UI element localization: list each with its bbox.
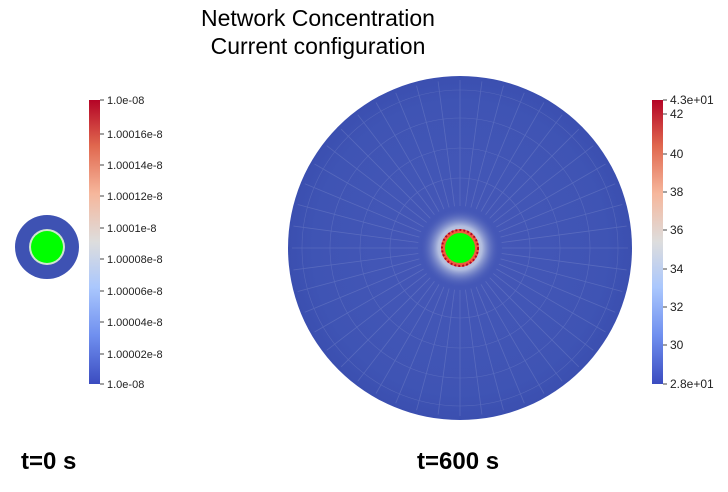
mesh-line <box>437 81 455 207</box>
mesh-line <box>314 268 424 333</box>
colorbar-tick-label: 1.00008e-8 <box>107 254 163 266</box>
mesh-line <box>496 163 606 228</box>
mesh-line <box>416 85 450 208</box>
figure-title: Network Concentration Current configurat… <box>0 4 636 60</box>
colorbar-tick-label: 34 <box>670 262 684 276</box>
mesh-line <box>480 284 545 394</box>
right-inclusion-ring-dots <box>441 229 479 267</box>
mesh-ring <box>301 89 619 407</box>
mesh-line <box>437 289 455 415</box>
colorbar-max-label: 4.3e+01 <box>670 93 714 107</box>
mesh-line <box>496 268 606 333</box>
left-colorbar-gradient <box>89 100 100 384</box>
mesh-line <box>470 288 504 411</box>
mesh-line <box>395 286 445 404</box>
mesh-line <box>304 263 422 313</box>
colorbar-tick-label: 1.00002e-8 <box>107 349 163 361</box>
colorbar-tick-label: 1.00004e-8 <box>107 317 163 329</box>
mesh-ring <box>359 147 561 349</box>
mesh-ring <box>389 177 531 319</box>
colorbar-tick-label: 1.0001e-8 <box>107 223 157 235</box>
mesh-line <box>493 145 594 223</box>
mesh-line <box>357 281 435 382</box>
mesh-line <box>489 277 580 368</box>
mesh-line <box>326 145 427 223</box>
mesh-line <box>485 114 563 215</box>
colorbar-min-label: 1.0e-08 <box>107 379 144 391</box>
time-label-t600: t=600 s <box>417 448 500 475</box>
mesh-line <box>501 253 627 271</box>
colorbar-tick-label: 40 <box>670 147 684 161</box>
mesh-line <box>465 289 483 415</box>
colorbar-tick-label: 30 <box>670 338 684 352</box>
colorbar-tick-label: 42 <box>670 107 684 121</box>
left-colorbar: 1.0e-08 1.00016e-8 1.00014e-8 1.00012e-8 1.0… <box>89 95 163 391</box>
colorbar-tick-label: 1.00012e-8 <box>107 191 163 203</box>
right-inclusion <box>445 233 475 263</box>
colorbar-tick-label: 1.00014e-8 <box>107 160 163 172</box>
mesh-line <box>395 92 445 210</box>
mesh-line <box>293 253 419 271</box>
mesh-line <box>293 225 419 243</box>
mesh-line <box>485 281 563 382</box>
time-label-t0: t=0 s <box>21 448 77 475</box>
right-colorbar-gradient <box>652 100 663 384</box>
mesh-line <box>493 273 594 351</box>
colorbar-tick-label: 36 <box>670 223 684 237</box>
mesh-line <box>297 258 420 292</box>
colorbar-tick-label: 1.00016e-8 <box>107 129 163 141</box>
colorbar-tick-label: 38 <box>670 185 684 199</box>
colorbar-tick-label: 1.00006e-8 <box>107 286 163 298</box>
mesh-ring <box>329 117 591 379</box>
mesh-line <box>489 128 580 219</box>
mesh-line <box>465 81 483 207</box>
mesh-line <box>498 263 616 313</box>
colorbar-tick-label: 32 <box>670 300 684 314</box>
mesh-line <box>357 114 435 215</box>
mesh-line <box>314 163 424 228</box>
mesh-line <box>475 92 525 210</box>
mesh-line <box>498 183 616 233</box>
mesh-line <box>375 102 440 212</box>
mesh-line <box>501 225 627 243</box>
mesh-line <box>304 183 422 233</box>
title-line-1: Network Concentration <box>201 5 435 31</box>
colorbar-min-label: 2.8e+01 <box>670 377 714 391</box>
title-line-2: Current configuration <box>210 33 426 59</box>
mesh-line <box>475 286 525 404</box>
right-field-plot <box>288 76 632 420</box>
mesh-line <box>500 258 623 292</box>
mesh-line <box>480 102 545 212</box>
mesh-line <box>375 284 440 394</box>
left-inclusion <box>31 231 63 263</box>
mesh-line <box>297 204 420 238</box>
mesh-line <box>326 273 427 351</box>
left-field-plot <box>15 215 79 279</box>
mesh-line <box>340 277 431 368</box>
mesh-line <box>500 204 623 238</box>
colorbar-max-label: 1.0e-08 <box>107 95 144 107</box>
mesh-line <box>416 288 450 411</box>
mesh-line <box>340 128 431 219</box>
mesh-line <box>470 85 504 208</box>
